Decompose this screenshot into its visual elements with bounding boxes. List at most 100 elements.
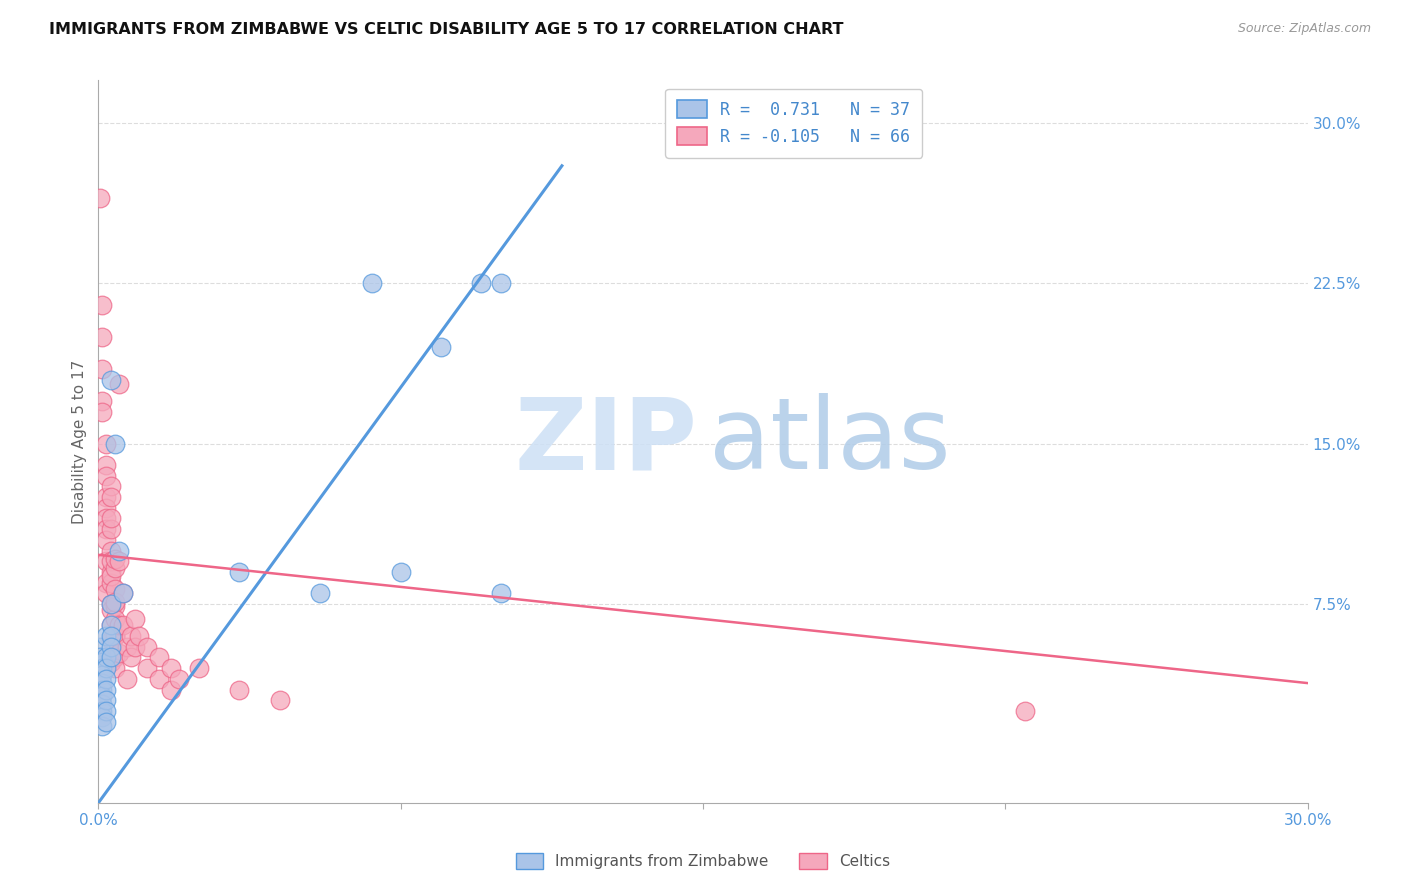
Text: IMMIGRANTS FROM ZIMBABWE VS CELTIC DISABILITY AGE 5 TO 17 CORRELATION CHART: IMMIGRANTS FROM ZIMBABWE VS CELTIC DISAB… xyxy=(49,22,844,37)
Point xyxy=(96,533,118,547)
Point xyxy=(100,522,122,536)
Point xyxy=(430,341,453,355)
Point xyxy=(96,672,118,686)
Point xyxy=(91,404,114,418)
Point xyxy=(100,554,122,568)
Text: ZIP: ZIP xyxy=(515,393,697,490)
Point xyxy=(100,479,122,493)
Y-axis label: Disability Age 5 to 17: Disability Age 5 to 17 xyxy=(72,359,87,524)
Point xyxy=(103,661,125,675)
Point xyxy=(100,511,122,525)
Point xyxy=(91,393,114,408)
Point xyxy=(107,376,129,391)
Point xyxy=(91,698,114,712)
Point xyxy=(148,650,170,665)
Point xyxy=(96,682,118,697)
Point xyxy=(96,511,118,525)
Point xyxy=(91,330,114,344)
Point xyxy=(167,672,190,686)
Point xyxy=(100,575,122,590)
Point xyxy=(89,640,111,654)
Point xyxy=(100,565,122,579)
Point xyxy=(111,618,134,632)
Point xyxy=(103,560,125,574)
Point xyxy=(91,298,114,312)
Point xyxy=(269,693,291,707)
Point xyxy=(96,554,118,568)
Point xyxy=(100,490,122,504)
Point xyxy=(107,618,129,632)
Point xyxy=(228,682,250,697)
Point xyxy=(160,661,183,675)
Point xyxy=(96,436,118,450)
Point xyxy=(91,689,114,703)
Point xyxy=(100,618,122,632)
Point xyxy=(100,633,122,648)
Point xyxy=(96,629,118,643)
Point xyxy=(91,661,114,675)
Point xyxy=(124,612,146,626)
Point xyxy=(148,672,170,686)
Point xyxy=(361,277,384,291)
Point xyxy=(89,191,111,205)
Point xyxy=(103,650,125,665)
Point xyxy=(103,629,125,643)
Point xyxy=(96,458,118,472)
Point xyxy=(89,650,111,665)
Point xyxy=(491,586,513,600)
Point xyxy=(96,500,118,515)
Point xyxy=(103,436,125,450)
Point xyxy=(1014,704,1036,718)
Point xyxy=(96,714,118,729)
Point xyxy=(96,693,118,707)
Point xyxy=(100,597,122,611)
Point xyxy=(100,650,122,665)
Point xyxy=(228,565,250,579)
Point xyxy=(100,603,122,617)
Point xyxy=(96,490,118,504)
Point xyxy=(188,661,211,675)
Legend: Immigrants from Zimbabwe, Celtics: Immigrants from Zimbabwe, Celtics xyxy=(509,847,897,875)
Point xyxy=(103,599,125,614)
Point xyxy=(100,373,122,387)
Point xyxy=(103,582,125,596)
Point xyxy=(96,575,118,590)
Text: Source: ZipAtlas.com: Source: ZipAtlas.com xyxy=(1237,22,1371,36)
Point xyxy=(103,629,125,643)
Point xyxy=(124,640,146,654)
Point xyxy=(309,586,332,600)
Point xyxy=(100,597,122,611)
Point xyxy=(128,629,150,643)
Point xyxy=(115,640,138,654)
Point xyxy=(120,650,142,665)
Point xyxy=(103,612,125,626)
Point xyxy=(100,543,122,558)
Point xyxy=(91,362,114,376)
Point xyxy=(491,277,513,291)
Point xyxy=(100,629,122,643)
Point xyxy=(91,655,114,669)
Point xyxy=(91,682,114,697)
Point xyxy=(100,618,122,632)
Point xyxy=(96,650,118,665)
Point xyxy=(111,586,134,600)
Point xyxy=(160,682,183,697)
Point xyxy=(96,522,118,536)
Point xyxy=(389,565,412,579)
Point xyxy=(135,640,157,654)
Point xyxy=(100,655,122,669)
Point xyxy=(103,595,125,609)
Point xyxy=(91,667,114,681)
Point xyxy=(100,569,122,583)
Point xyxy=(107,646,129,660)
Point xyxy=(96,661,118,675)
Point xyxy=(91,719,114,733)
Legend: R =  0.731   N = 37, R = -0.105   N = 66: R = 0.731 N = 37, R = -0.105 N = 66 xyxy=(665,88,922,158)
Point xyxy=(96,586,118,600)
Point xyxy=(107,554,129,568)
Point xyxy=(96,468,118,483)
Point xyxy=(103,552,125,566)
Text: atlas: atlas xyxy=(709,393,950,490)
Point xyxy=(100,640,122,654)
Point xyxy=(91,676,114,690)
